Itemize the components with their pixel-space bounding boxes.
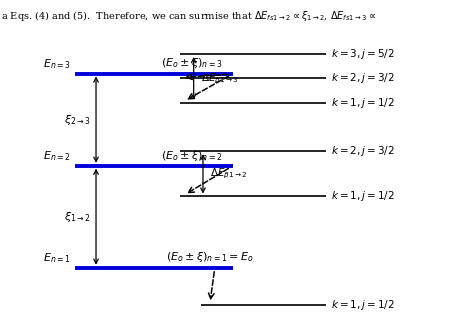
Text: $\xi_{2\rightarrow 3}$: $\xi_{2\rightarrow 3}$ <box>64 113 91 127</box>
Text: $(E_o \pm \xi)_{n=1} = E_o$: $(E_o \pm \xi)_{n=1} = E_o$ <box>166 251 254 265</box>
Text: $k=1, j=1/2$: $k=1, j=1/2$ <box>331 189 394 203</box>
Text: $k=2, j=3/2$: $k=2, j=3/2$ <box>331 144 394 158</box>
Text: $k=1, j=1/2$: $k=1, j=1/2$ <box>331 96 394 110</box>
Text: $(E_o \pm \xi)_{n=2}$: $(E_o \pm \xi)_{n=2}$ <box>161 149 222 162</box>
Text: $\Delta E_{\beta 1\rightarrow 3}$: $\Delta E_{\beta 1\rightarrow 3}$ <box>201 71 238 85</box>
Text: a Eqs. (4) and (5).  Therefore, we can surmise that $\Delta E_{fs1\rightarrow2} : a Eqs. (4) and (5). Therefore, we can su… <box>0 9 375 23</box>
Text: $E_{n=1}$: $E_{n=1}$ <box>43 251 71 265</box>
Text: $\xi_{1\rightarrow 2}$: $\xi_{1\rightarrow 2}$ <box>64 210 91 224</box>
Text: $k=1, j=1/2$: $k=1, j=1/2$ <box>331 298 394 312</box>
Text: $E_{n=3}$: $E_{n=3}$ <box>43 57 71 71</box>
Text: $(E_o \pm \xi)_{n=3}$: $(E_o \pm \xi)_{n=3}$ <box>161 56 222 70</box>
Text: $E_{n=2}$: $E_{n=2}$ <box>43 150 71 163</box>
Text: $k=2, j=3/2$: $k=2, j=3/2$ <box>331 72 394 85</box>
Text: $k=3, j=5/2$: $k=3, j=5/2$ <box>331 47 394 61</box>
Text: $\Delta E_{\beta 1\rightarrow 2}$: $\Delta E_{\beta 1\rightarrow 2}$ <box>210 167 247 181</box>
